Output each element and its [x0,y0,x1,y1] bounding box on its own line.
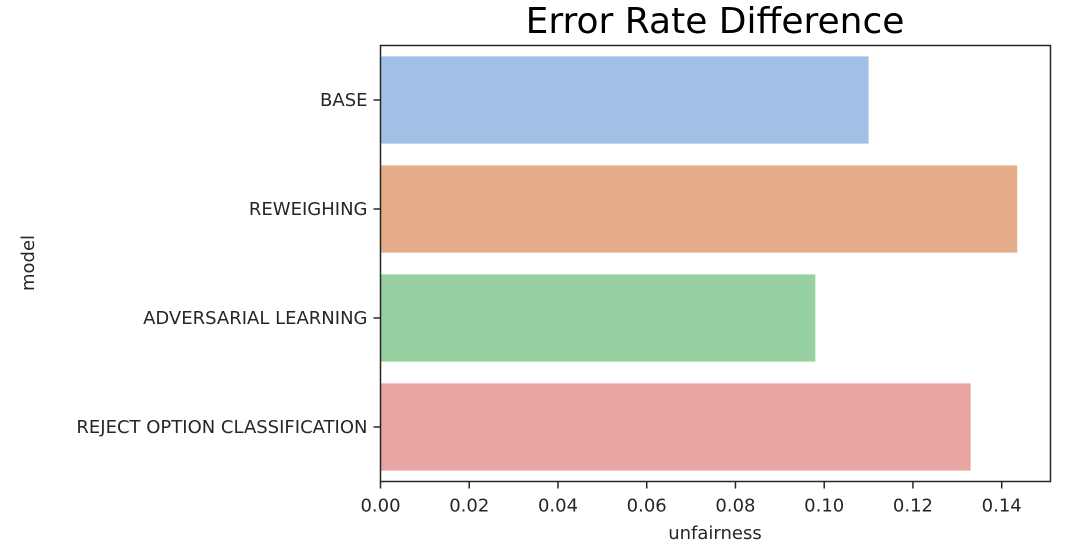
x-axis-label: unfairness [668,523,762,544]
y-tick-label: ADVERSARIAL LEARNING [143,308,367,329]
y-tick-label: REJECT OPTION CLASSIFICATION [76,417,367,438]
x-ticks-layer: 0.00 0.02 0.04 0.06 0.08 0.10 0.12 0.14 [360,481,1022,517]
bar-adversarial-learning [380,274,816,362]
bar-reweighing [380,165,1018,253]
y-ticks-layer: BASE REWEIGHING ADVERSARIAL LEARNING REJECT… [76,90,381,438]
x-tick-label: 0.10 [804,496,844,517]
y-tick-label: BASE [320,90,367,111]
x-tick-label: 0.12 [893,496,933,517]
x-tick-label: 0.00 [360,496,400,517]
x-tick-label: 0.06 [627,496,667,517]
x-tick-label: 0.02 [449,496,489,517]
x-tick-label: 0.14 [982,496,1022,517]
x-tick-label: 0.08 [715,496,755,517]
x-tick-label: 0.04 [538,496,578,517]
chart-title: Error Rate Difference [526,1,905,42]
bars-layer [380,56,1018,471]
bar-reject-option-classification [380,383,971,471]
plot-frame [379,44,1052,483]
y-tick-label: REWEIGHING [249,199,368,220]
bar-base [380,56,869,144]
y-axis-label: model [18,235,39,291]
